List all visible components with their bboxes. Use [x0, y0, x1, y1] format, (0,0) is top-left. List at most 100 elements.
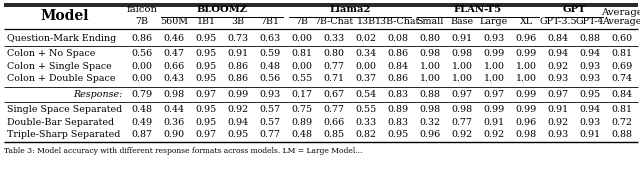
Text: 0.86: 0.86	[131, 34, 152, 43]
Text: Triple-Sharp Separated: Triple-Sharp Separated	[7, 131, 120, 139]
Text: 0.91: 0.91	[483, 118, 504, 127]
Text: Small: Small	[416, 17, 444, 26]
Text: 0.83: 0.83	[387, 118, 408, 127]
Text: 0.60: 0.60	[611, 34, 632, 43]
Text: 0.32: 0.32	[419, 118, 440, 127]
Text: GPT: GPT	[563, 5, 586, 14]
Text: 0.43: 0.43	[163, 74, 184, 83]
Text: 0.46: 0.46	[163, 34, 184, 43]
Text: 1.00: 1.00	[483, 62, 504, 71]
Text: 0.00: 0.00	[131, 74, 152, 83]
Text: Double-Bar Separated: Double-Bar Separated	[7, 118, 114, 127]
Text: Average: Average	[601, 8, 640, 17]
Text: Colon + No Space: Colon + No Space	[7, 49, 95, 58]
Text: 0.88: 0.88	[611, 131, 632, 139]
Text: 0.95: 0.95	[195, 74, 216, 83]
Text: 0.75: 0.75	[291, 106, 312, 114]
Text: 0.00: 0.00	[131, 62, 152, 71]
Text: 0.99: 0.99	[227, 90, 248, 99]
Text: 0.56: 0.56	[131, 49, 152, 58]
Text: BLOOMZ: BLOOMZ	[196, 5, 248, 14]
Text: 0.00: 0.00	[291, 62, 312, 71]
Text: 0.98: 0.98	[419, 106, 440, 114]
Text: 0.98: 0.98	[419, 49, 440, 58]
Text: 1.00: 1.00	[419, 62, 440, 71]
Text: Table 3: Model accuracy with different response formats across models. LM = Larg: Table 3: Model accuracy with different r…	[4, 147, 362, 155]
Text: 0.86: 0.86	[227, 74, 248, 83]
Text: 0.95: 0.95	[579, 90, 600, 99]
Text: 0.57: 0.57	[259, 118, 280, 127]
Text: Colon + Single Space: Colon + Single Space	[7, 62, 112, 71]
Text: XL: XL	[520, 17, 532, 26]
Text: 1B1: 1B1	[196, 17, 216, 26]
Text: 0.88: 0.88	[579, 34, 600, 43]
Text: 7B1: 7B1	[260, 17, 280, 26]
Text: 0.96: 0.96	[515, 118, 536, 127]
Text: 0.91: 0.91	[547, 106, 568, 114]
Text: Large: Large	[480, 17, 508, 26]
Text: 0.98: 0.98	[451, 106, 472, 114]
Text: Colon + Double Space: Colon + Double Space	[7, 74, 115, 83]
Text: 0.97: 0.97	[547, 90, 568, 99]
Text: 0.63: 0.63	[259, 34, 280, 43]
Text: 0.87: 0.87	[131, 131, 152, 139]
Text: 0.33: 0.33	[355, 118, 376, 127]
Text: 0.82: 0.82	[355, 131, 376, 139]
Text: Average: Average	[602, 17, 640, 26]
Text: 0.54: 0.54	[355, 90, 376, 99]
Text: 0.81: 0.81	[611, 106, 632, 114]
Text: 0.94: 0.94	[547, 49, 568, 58]
Text: 0.00: 0.00	[355, 62, 376, 71]
Text: 0.67: 0.67	[323, 90, 344, 99]
Text: 1.00: 1.00	[515, 62, 536, 71]
Text: 0.92: 0.92	[451, 131, 472, 139]
Text: 0.02: 0.02	[355, 34, 376, 43]
Text: Question-Mark Ending: Question-Mark Ending	[7, 34, 116, 43]
Text: 7B: 7B	[136, 17, 148, 26]
Text: Single Space Separated: Single Space Separated	[7, 106, 122, 114]
Text: 1.00: 1.00	[451, 74, 472, 83]
Text: 0.55: 0.55	[291, 74, 312, 83]
Text: 0.37: 0.37	[355, 74, 376, 83]
Text: 0.93: 0.93	[259, 90, 280, 99]
Text: Llama2: Llama2	[330, 5, 371, 14]
Text: 0.86: 0.86	[227, 62, 248, 71]
Text: 0.97: 0.97	[483, 90, 504, 99]
Text: 0.81: 0.81	[291, 49, 312, 58]
Text: 0.77: 0.77	[323, 62, 344, 71]
Text: Base: Base	[451, 17, 474, 26]
Text: 0.93: 0.93	[579, 74, 600, 83]
Text: 0.84: 0.84	[387, 62, 408, 71]
Text: 0.84: 0.84	[611, 90, 632, 99]
Text: 0.95: 0.95	[195, 118, 216, 127]
Text: 0.00: 0.00	[291, 34, 312, 43]
Text: 0.97: 0.97	[195, 90, 216, 99]
Text: 0.17: 0.17	[291, 90, 312, 99]
Text: 0.91: 0.91	[451, 34, 472, 43]
Text: 0.34: 0.34	[355, 49, 376, 58]
Text: 0.74: 0.74	[611, 74, 632, 83]
Text: 0.95: 0.95	[227, 131, 248, 139]
Text: 0.93: 0.93	[579, 62, 600, 71]
Text: 0.95: 0.95	[195, 34, 216, 43]
Text: 0.98: 0.98	[515, 131, 536, 139]
Text: 0.80: 0.80	[323, 49, 344, 58]
Text: 0.47: 0.47	[163, 49, 184, 58]
Text: 0.99: 0.99	[515, 49, 536, 58]
Text: 0.94: 0.94	[579, 49, 600, 58]
Text: 0.95: 0.95	[387, 131, 408, 139]
Text: falcon: falcon	[127, 5, 157, 14]
Text: 1.00: 1.00	[515, 74, 536, 83]
Text: 0.93: 0.93	[483, 34, 504, 43]
Text: 3B: 3B	[232, 17, 244, 26]
Text: 1.00: 1.00	[419, 74, 440, 83]
Text: 0.90: 0.90	[163, 131, 184, 139]
Text: 0.95: 0.95	[195, 106, 216, 114]
Text: 0.72: 0.72	[611, 118, 632, 127]
Text: 0.88: 0.88	[419, 90, 440, 99]
Text: 0.92: 0.92	[483, 131, 504, 139]
Text: 560M: 560M	[160, 17, 188, 26]
Text: 0.71: 0.71	[323, 74, 344, 83]
Text: 0.92: 0.92	[227, 106, 248, 114]
Text: 0.59: 0.59	[259, 49, 280, 58]
